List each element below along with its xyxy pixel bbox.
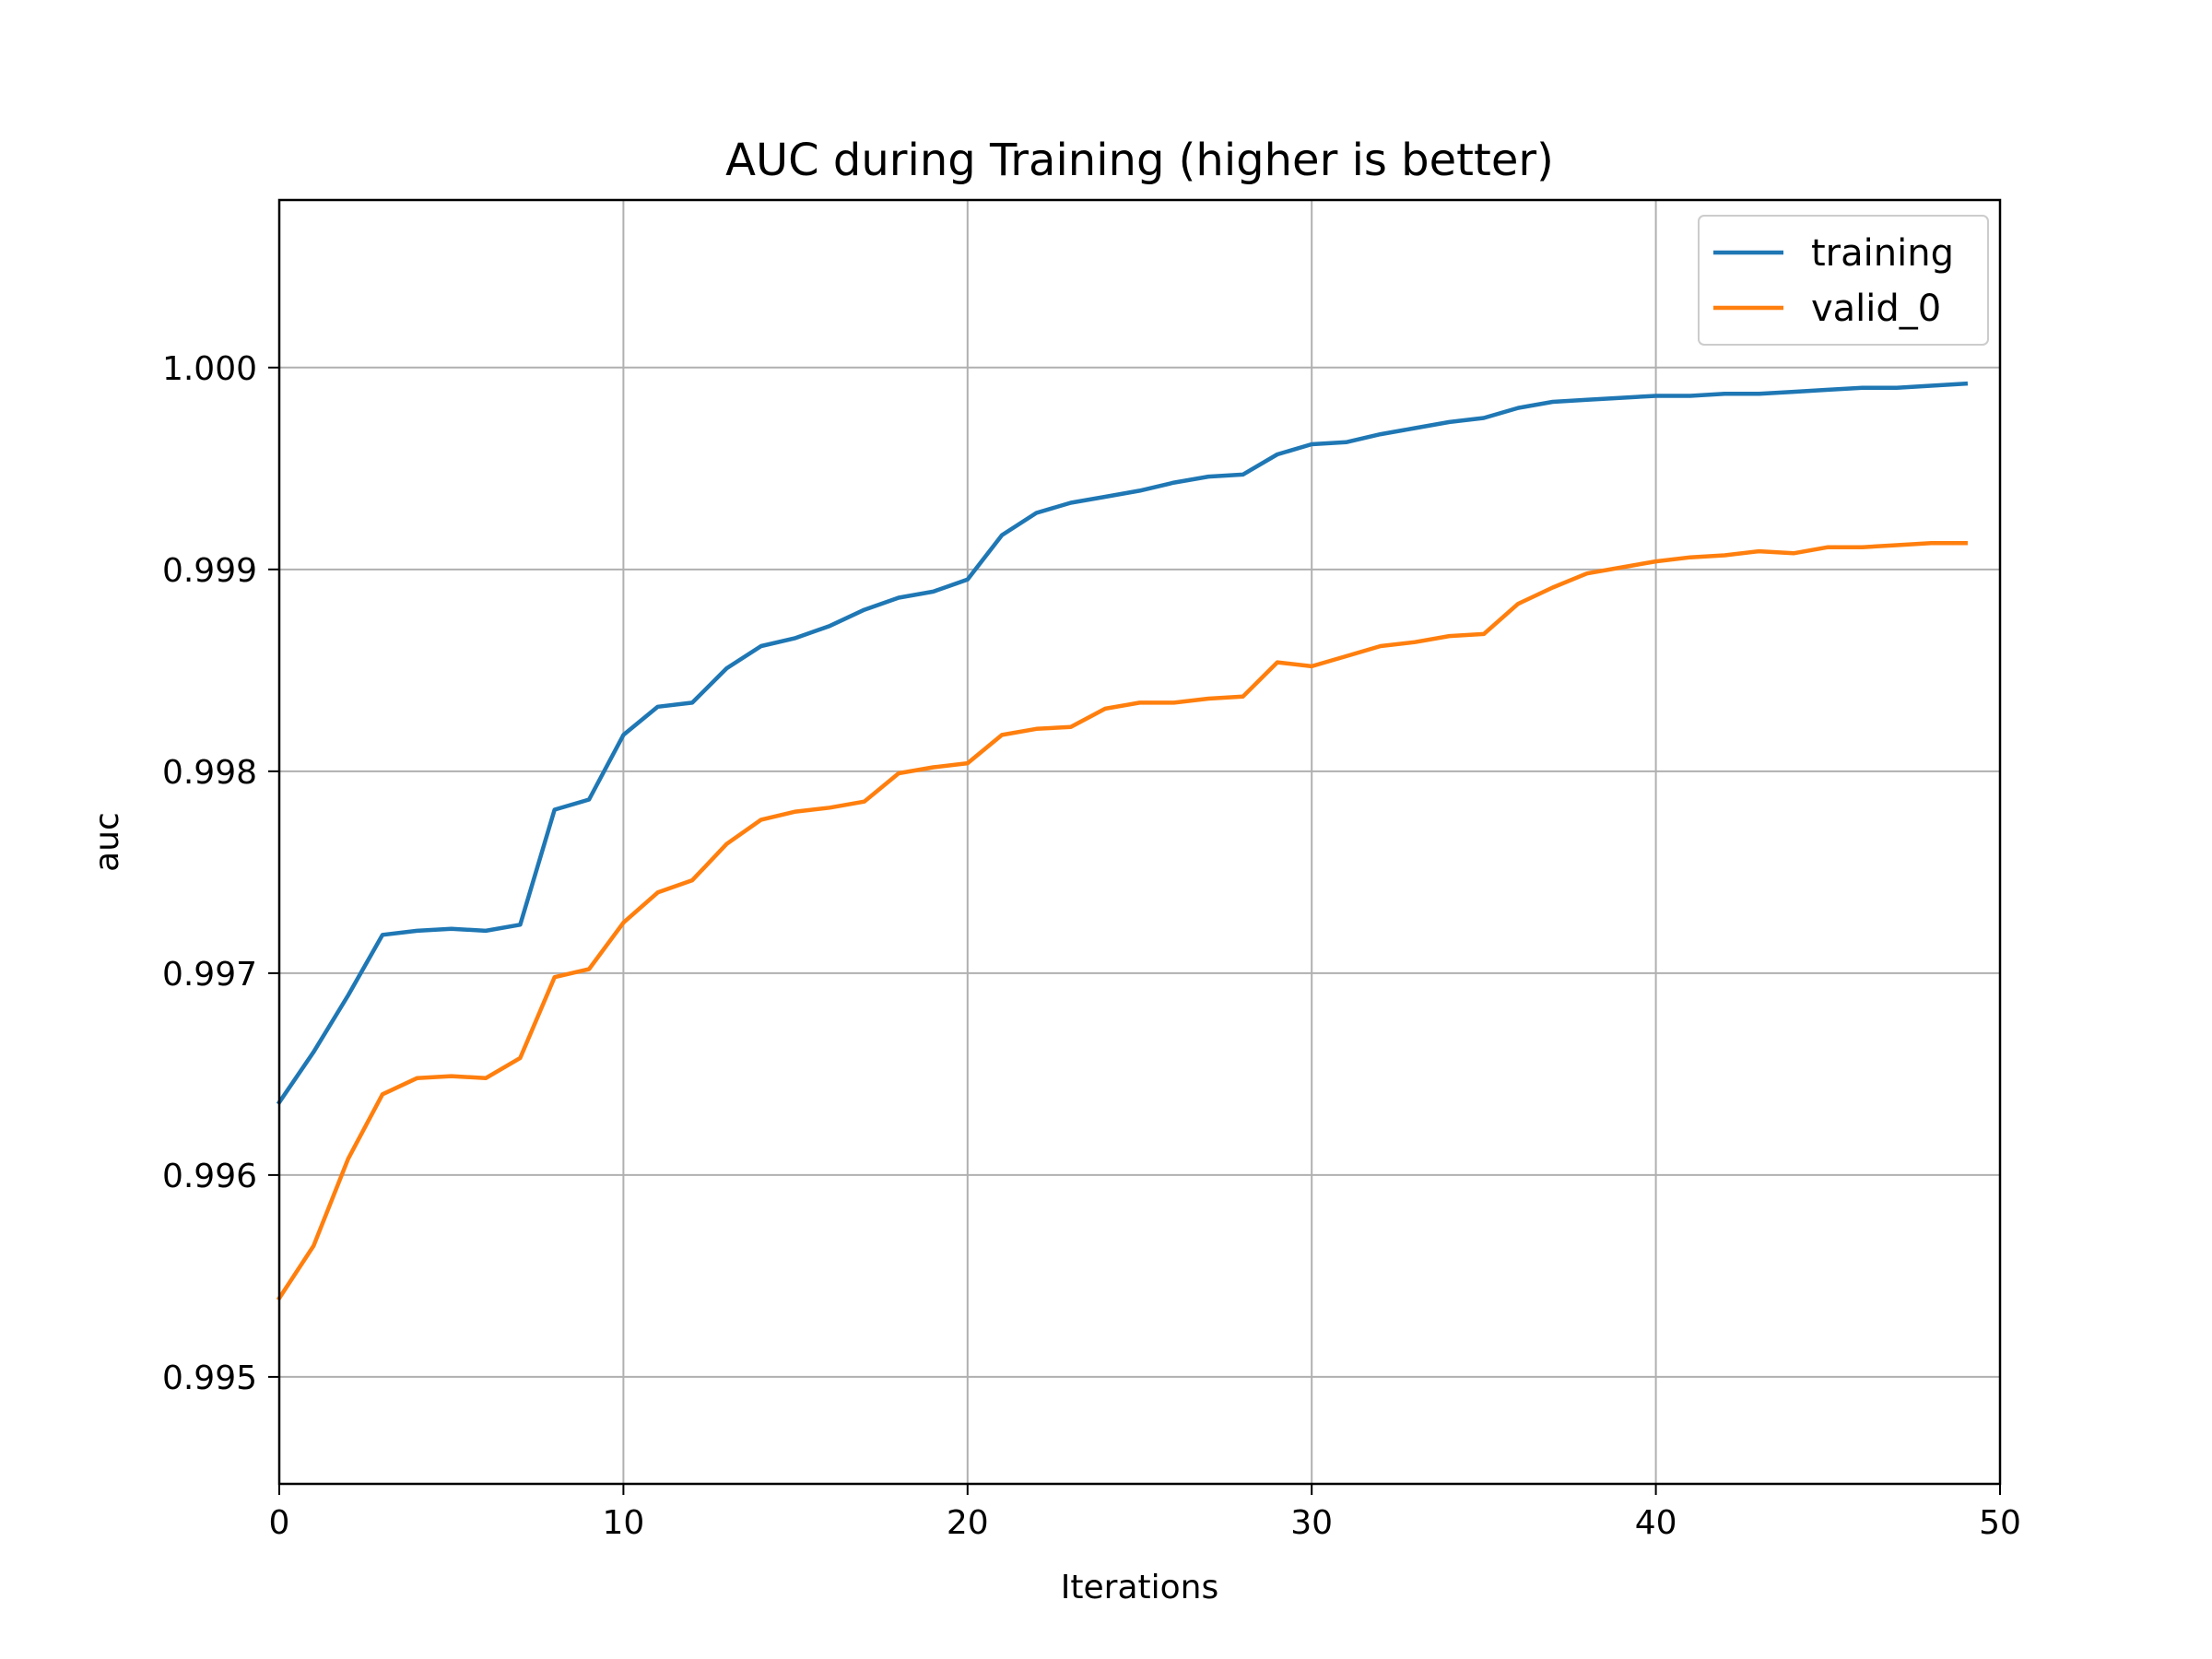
x-tick-label: 50 xyxy=(1979,1504,2021,1542)
legend: training valid_0 xyxy=(1698,215,1989,346)
x-tick-label: 40 xyxy=(1635,1504,1677,1542)
legend-box xyxy=(1698,215,1989,346)
plot-frame xyxy=(277,198,2002,1486)
series-layer xyxy=(276,381,1969,1301)
x-tick-label: 0 xyxy=(269,1504,290,1542)
legend-label-valid-0: valid_0 xyxy=(1811,288,1941,330)
y-axis-label: auc xyxy=(88,812,126,872)
series-line-training xyxy=(276,381,1969,1106)
legend-label-training: training xyxy=(1811,232,1954,275)
y-tick-label: 0.997 xyxy=(162,956,257,994)
y-tick-label: 0.998 xyxy=(162,754,257,792)
y-tick-label: 1.000 xyxy=(162,350,257,388)
x-axis-label: Iterations xyxy=(1061,1569,1218,1606)
y-tick-label: 0.999 xyxy=(162,552,257,590)
y-axis: 0.995 0.996 0.997 0.998 0.999 1.000 xyxy=(162,350,279,1397)
x-tick-label: 20 xyxy=(947,1504,989,1542)
x-tick-label: 30 xyxy=(1290,1504,1333,1542)
series-line-valid-0 xyxy=(276,541,1968,1301)
x-axis: 0 10 20 30 40 50 xyxy=(269,1484,2021,1542)
y-tick-label: 0.996 xyxy=(162,1158,257,1195)
y-tick-label: 0.995 xyxy=(162,1359,257,1397)
x-tick-label: 10 xyxy=(602,1504,644,1542)
chart-title: AUC during Training (higher is better) xyxy=(725,135,1554,186)
